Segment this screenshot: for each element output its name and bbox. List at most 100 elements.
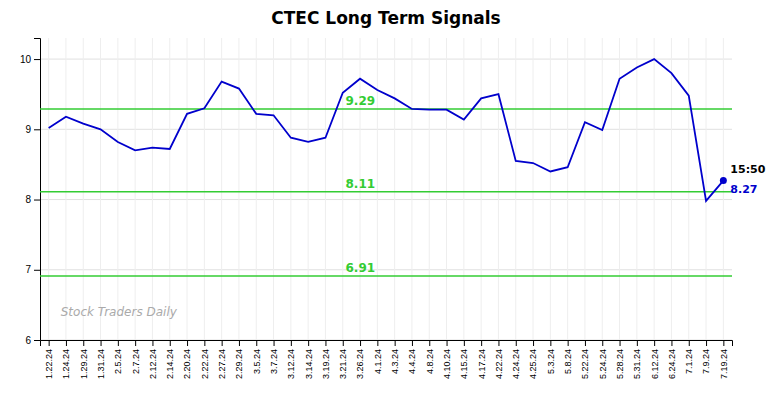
tick-label: 4.10.24: [442, 349, 452, 379]
tick-mark: [274, 340, 275, 346]
tick-label: 2.29.24: [234, 349, 244, 379]
tick-mark: [83, 340, 84, 346]
tick-mark: [637, 340, 638, 346]
tick: 2.5.24: [113, 340, 123, 374]
tick-mark: [516, 340, 517, 346]
tick-mark: [360, 340, 361, 346]
y-axis: 6 7 8 9 10: [20, 39, 41, 346]
grid-line: [204, 38, 205, 340]
tick-label: 1.22.24: [44, 349, 54, 379]
grid-line: [100, 38, 101, 340]
tick-mark: [671, 340, 672, 346]
reference-label: 8.11: [346, 177, 376, 191]
grid-line: [481, 38, 482, 340]
tick-mark: [291, 340, 292, 346]
texts: 9.298.116.9115:508.27Stock Traders Daily: [61, 94, 766, 319]
grid-line: [584, 38, 585, 340]
tick-label: 3.14.24: [304, 349, 314, 379]
tick-mark: [170, 340, 171, 346]
tick: 3.19.24: [321, 340, 331, 379]
grid-line: [238, 38, 239, 340]
tick: 3.26.24: [355, 340, 365, 379]
tick-label: 2.5.24: [113, 349, 123, 374]
tick-label: 4.22.24: [494, 349, 504, 379]
tick-label: 5.31.24: [632, 349, 642, 379]
tick: 8: [25, 194, 40, 205]
tick-mark: [620, 340, 621, 346]
grid-line: [550, 38, 551, 340]
tick-mark: [533, 340, 534, 346]
tick-mark: [34, 200, 40, 201]
grid-line: [463, 38, 464, 340]
grid: [40, 38, 732, 340]
tick-label: 7.9.24: [701, 349, 711, 374]
tick-label: 4.8.24: [425, 349, 435, 374]
tick: 2.27.24: [217, 340, 227, 379]
grid-line: [498, 38, 499, 340]
tick: 6.24.24: [667, 340, 677, 379]
grid-line: [40, 199, 732, 200]
grid-line: [688, 38, 689, 340]
grid-line: [117, 38, 118, 340]
tick: 4.24.24: [511, 340, 521, 379]
grid-line: [602, 38, 603, 340]
tick-mark: [222, 340, 223, 346]
tick-label: 3.5.24: [252, 349, 262, 374]
tick: 6: [25, 335, 40, 346]
tick-label: 2.12.24: [148, 349, 158, 379]
tick-label: 5.3.24: [546, 349, 556, 374]
grid-line: [429, 38, 430, 340]
tick-mark: [34, 59, 40, 60]
tick-mark: [34, 270, 40, 271]
grid-line: [411, 38, 412, 340]
grid-line: [273, 38, 274, 340]
grid-line: [325, 38, 326, 340]
grid-line: [446, 38, 447, 340]
tick-mark: [325, 340, 326, 346]
tick: 3.14.24: [304, 340, 314, 379]
tick-label: 1.31.24: [96, 349, 106, 379]
grid-line: [377, 38, 378, 340]
tick: 5.28.24: [615, 340, 625, 379]
tick: 9: [25, 124, 40, 135]
tick-mark: [429, 340, 430, 346]
tick: 4.3.24: [390, 340, 400, 374]
tick-mark: [602, 340, 603, 346]
grid-line: [308, 38, 309, 340]
annotation: 15:50: [730, 163, 765, 176]
tick-mark: [34, 340, 40, 341]
tick-label: 2.27.24: [217, 349, 227, 379]
grid-line: [706, 38, 707, 340]
tick-label: 8: [25, 194, 31, 205]
tick: 5.22.24: [580, 340, 590, 379]
tick-mark: [101, 340, 102, 346]
tick-label: 4.4.24: [407, 349, 417, 374]
tick-label: 3.7.24: [269, 349, 279, 374]
tick-mark: [308, 340, 309, 346]
tick: 4.15.24: [459, 340, 469, 379]
tick-mark: [568, 340, 569, 346]
tick-label: 7.19.24: [719, 349, 729, 379]
grid-line: [65, 38, 66, 340]
tick: 7.9.24: [701, 340, 711, 374]
tick-label: 7: [25, 264, 31, 275]
watermark: Stock Traders Daily: [61, 305, 178, 319]
tick: 1.22.24: [44, 340, 54, 379]
tick-mark: [135, 340, 136, 346]
tick-mark: [239, 340, 240, 346]
grid-line: [83, 38, 84, 340]
tick-mark: [204, 340, 205, 346]
tick: 10: [20, 54, 40, 65]
tick: 6.12.24: [650, 340, 660, 379]
tick-mark: [377, 340, 378, 346]
end-point: [720, 177, 727, 184]
tick-label: 3.21.24: [338, 349, 348, 379]
grid-line: [654, 38, 655, 340]
tick-label: 2.14.24: [165, 349, 175, 379]
tick: 5.24.24: [598, 340, 608, 379]
axis-line: [34, 39, 41, 341]
tick-mark: [256, 340, 257, 346]
tick-label: 6.24.24: [667, 349, 677, 379]
tick-label: 4.17.24: [477, 349, 487, 379]
tick-mark: [395, 340, 396, 346]
